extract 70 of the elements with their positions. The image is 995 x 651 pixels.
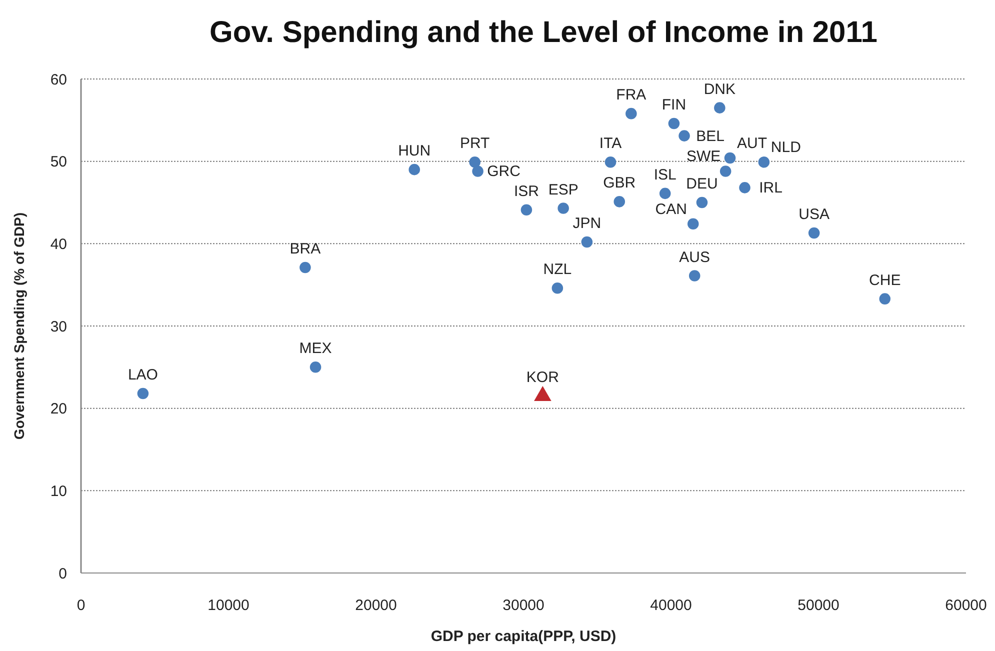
point [520,204,532,216]
annotation: CAN [655,200,687,218]
annotation: AUT [737,135,767,152]
point [472,166,484,177]
annotation: ISL [654,166,676,184]
point [137,388,149,400]
point [581,236,593,248]
x-tick-label: 20000 [355,597,397,614]
point [408,164,420,176]
point [808,227,820,239]
y-axis-title: Government Spending (% of GDP) [11,212,27,440]
annotation: MEX [299,340,332,358]
annotation: CHE [869,272,901,289]
annotation: GRC [487,163,521,180]
y-tick-label: 50 [50,154,67,171]
annotation: DEU [686,176,718,192]
annotation: NLD [770,139,802,156]
annotation: ITA [599,135,622,152]
point [758,156,770,168]
annotation: NZL [543,261,572,278]
annotation: GBR [603,174,636,192]
y-tick-label: 60 [50,71,67,88]
point [300,262,311,274]
x-axis-title: GDP per capita(PPP, USD) [430,628,616,645]
point [714,102,726,114]
annotation: DNK [704,80,736,98]
annotation: HUN [398,142,431,160]
x-tick-label: 10000 [208,597,250,614]
annotation: SWE [686,148,721,166]
point [739,182,750,194]
y-tick-label: 20 [50,400,67,418]
annotation: FRA [616,86,646,104]
point [668,118,680,130]
point [687,218,699,230]
point [720,166,732,177]
point [310,362,322,373]
point [688,270,700,282]
annotation: BRA [290,240,321,258]
point [552,282,564,294]
y-tick-label: 40 [50,236,67,253]
annotation: IRL [759,180,782,197]
point [626,108,637,120]
annotation: PRT [460,135,490,152]
point [724,152,736,164]
point [469,156,480,168]
point [678,130,690,142]
y-tick-label: 10 [50,482,67,500]
annotation: BEL [696,128,724,145]
point [659,188,671,200]
x-tick-label: 50000 [798,597,840,614]
annotation: KOR [526,368,560,386]
x-tick-label: 0 [76,597,86,614]
annotation: LAO [128,366,158,384]
point [879,293,891,304]
annotation: USA [798,206,830,223]
annotation: ESP [548,181,578,198]
point [558,202,569,214]
annotation: JPN [572,215,602,232]
annotation: FIN [662,96,686,114]
y-tick-label: 0 [58,565,67,582]
y-tick-label: 30 [50,318,67,336]
point [696,196,708,208]
annotation: AUS [679,248,710,266]
point [604,156,616,168]
chart-title: Gov. Spending and the Level of Income in 2011 [210,16,878,49]
x-tick-label: 60000 [945,597,987,614]
x-tick-label: 40000 [650,597,692,614]
point [614,196,626,208]
x-tick-label: 30000 [502,597,544,614]
annotation: ISR [514,182,540,200]
